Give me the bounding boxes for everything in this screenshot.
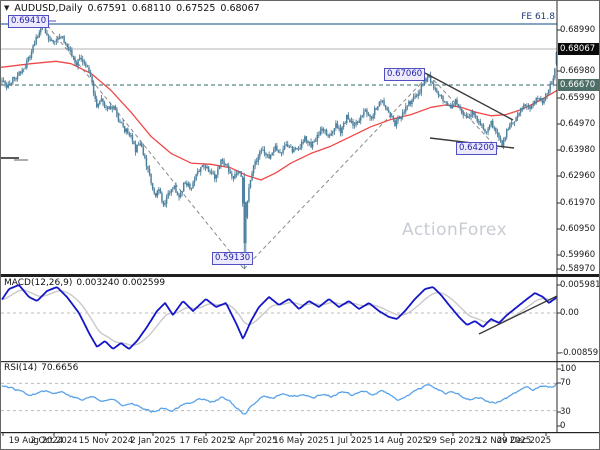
macd-values: 0.003240 0.002599 <box>76 278 166 288</box>
price-axis-label: 0.60950 <box>560 224 596 234</box>
macd-axis-label: -0.00859 <box>560 348 599 358</box>
date-axis-label: 2 Oct 2024 <box>30 436 78 446</box>
date-axis-label: 19 Aug 2024 <box>8 436 64 446</box>
rsi-axis-label: 100 <box>560 364 577 374</box>
rsi-indicator-label: RSI(14) 70.6656 <box>4 363 82 373</box>
date-axis-label: 14 Aug 2025 <box>373 436 429 446</box>
price-annotation-low[interactable]: 0.59130 <box>212 252 254 265</box>
date-axis-label: 2 Apr 2025 <box>230 436 278 446</box>
price-axis-label: 0.63980 <box>560 145 596 155</box>
date-axis-label: 15 Nov 2024 <box>78 436 134 446</box>
macd-axis-label: 0.00 <box>560 308 579 318</box>
ohlc-high: 0.68110 <box>131 3 172 14</box>
date-axis-label: 29 Dec 2025 <box>496 436 552 446</box>
level-price-tag: 0.66670 <box>558 79 599 91</box>
ohlc-low: 0.67525 <box>176 3 216 14</box>
date-axis-label: 1 Jul 2025 <box>329 436 373 446</box>
price-axis-label: 0.65990 <box>560 93 596 103</box>
price-axis-label: 0.68990 <box>560 25 596 35</box>
macd-name: MACD(12,26,9) <box>4 278 73 288</box>
date-axis-label: 16 May 2025 <box>273 436 329 446</box>
last-price-tag: 0.68067 <box>558 43 599 55</box>
symbol-name: AUDUSD,Daily <box>14 3 83 14</box>
price-axis-label: 0.64970 <box>560 119 596 129</box>
price-annotation-resistance[interactable]: 0.67060 <box>384 68 426 81</box>
price-axis-label: 0.58970 <box>560 264 596 274</box>
price-axis-label: 0.66980 <box>560 66 596 76</box>
date-axis-label: 29 Sep 2025 <box>426 436 480 446</box>
rsi-axis-label: 70 <box>560 378 571 388</box>
rsi-axis-label: 30 <box>560 407 571 417</box>
ohlc-open: 0.67591 <box>87 3 127 14</box>
macd-axis-label: 0.005981 <box>560 280 600 290</box>
price-axis-label: 0.59960 <box>560 250 596 260</box>
price-annotation-high[interactable]: 0.69410 <box>8 15 50 28</box>
date-axis-label: 2 Jan 2025 <box>130 436 176 446</box>
chart-title: ▼ AUDUSD,Daily 0.67591 0.68110 0.67525 0.6806… <box>4 3 265 14</box>
watermark: ActionForex <box>402 220 508 240</box>
rsi-name: RSI(14) <box>4 363 38 373</box>
price-axis-label: 0.61970 <box>560 198 596 208</box>
rsi-axis-label: 0 <box>560 421 566 431</box>
symbol-dropdown-icon[interactable]: ▼ <box>4 4 10 12</box>
price-axis-label: 0.62960 <box>560 171 596 181</box>
ohlc-close: 0.68067 <box>220 3 260 14</box>
date-axis-label: 17 Feb 2025 <box>179 436 233 446</box>
fibonacci-extension-label: FE 61.8 <box>521 12 555 22</box>
rsi-value: 70.6656 <box>41 363 79 373</box>
price-annotation-support[interactable]: 0.64200 <box>456 142 498 155</box>
macd-indicator-label: MACD(12,26,9) 0.003240 0.002599 <box>4 278 169 288</box>
date-axis-label: 12 Nov 2025 <box>476 436 532 446</box>
